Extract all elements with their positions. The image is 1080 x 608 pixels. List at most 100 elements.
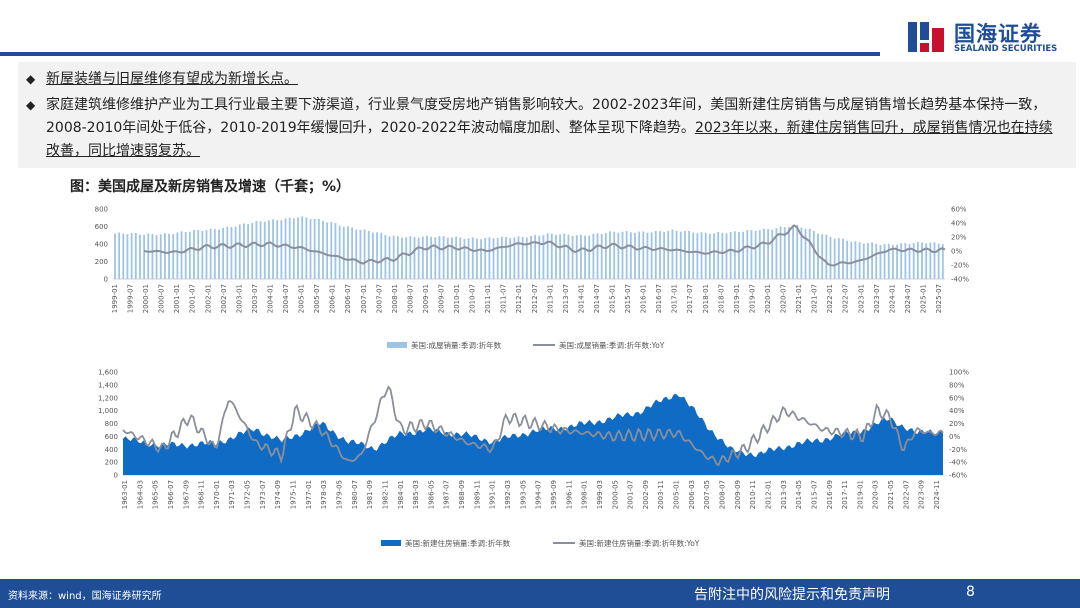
x-tick-label: 2012-07 <box>531 284 539 313</box>
sales-bar <box>222 227 225 279</box>
x-tick-label: 2000-05 <box>611 480 619 509</box>
x-tick-label: 1977-01 <box>305 480 313 509</box>
legend-label-yoy: 美国:成屋销量:季调:折年数:YoY <box>559 340 665 350</box>
y-right-tick-label: 0% <box>949 433 960 441</box>
y-right-tick-label: -60% <box>949 472 967 480</box>
y-left-tick-label: 1,400 <box>98 381 118 389</box>
sales-bar <box>521 237 524 279</box>
sales-bar <box>613 231 616 279</box>
x-tick-label: 2007-01 <box>360 284 368 313</box>
logo-icon <box>908 22 944 52</box>
y-right-tick-label: 40% <box>949 407 965 415</box>
sales-bar <box>596 233 599 279</box>
x-tick-label: 1964-03 <box>136 480 144 509</box>
sales-bar <box>758 230 761 279</box>
sales-bar <box>625 231 628 279</box>
sales-bar <box>247 224 249 279</box>
x-tick-label: 2010-11 <box>749 480 757 509</box>
x-tick-label: 1999-07 <box>127 284 135 313</box>
sales-bar <box>197 229 200 279</box>
x-tick-label: 1985-03 <box>412 480 420 509</box>
sales-bar <box>467 238 470 279</box>
bullet-2-text: 家庭建筑维修维护产业为工具行业最主要下游渠道，行业景气度受房地产销售影响较大。2… <box>26 94 1066 163</box>
x-tick-label: 1966-07 <box>167 480 175 509</box>
sales-bar <box>471 237 474 279</box>
sales-bar <box>384 235 387 279</box>
y-right-tick-label: -40% <box>949 459 967 467</box>
x-tick-label: 2001-07 <box>627 480 635 509</box>
sales-bar <box>164 233 166 279</box>
y-right-tick-label: 60% <box>951 206 967 214</box>
sales-bar <box>317 218 320 279</box>
sales-bar <box>134 233 137 279</box>
sales-bar <box>667 230 670 279</box>
sales-bar <box>829 236 832 279</box>
sales-bar <box>771 229 774 279</box>
x-tick-label: 1999-03 <box>596 480 604 509</box>
sales-bar <box>517 236 520 279</box>
sales-bar <box>588 235 591 279</box>
sales-bar <box>609 231 611 279</box>
y-left-tick-label: 400 <box>105 446 118 454</box>
x-tick-label: 2010-01 <box>453 284 461 313</box>
x-tick-label: 2009-07 <box>437 284 445 313</box>
x-tick-label: 2022-01 <box>826 284 834 313</box>
sales-bar <box>122 233 125 279</box>
sales-bar <box>871 242 873 279</box>
sales-bar <box>180 231 183 279</box>
sales-bar <box>263 221 266 279</box>
sales-bar <box>272 219 274 279</box>
sales-bar <box>213 229 216 279</box>
x-tick-label: 2002-09 <box>642 480 650 509</box>
x-tick-label: 1999-01 <box>111 284 119 313</box>
x-tick-label: 2000-01 <box>142 284 150 313</box>
x-tick-label: 1988-09 <box>458 480 466 509</box>
sales-bar <box>326 222 329 279</box>
footer: 资料来源：wind，国海证券研究所 告附注中的风险提示和免责声明 8 <box>0 579 1080 608</box>
x-tick-label: 2022-07 <box>842 284 850 313</box>
sales-bar <box>505 237 507 279</box>
sales-bar <box>921 242 923 279</box>
x-tick-label: 1996-11 <box>565 480 573 509</box>
sales-bar <box>908 243 911 279</box>
y-right-tick-label: -20% <box>951 262 969 270</box>
sales-bar <box>679 231 682 279</box>
sales-bar <box>484 238 487 279</box>
sales-bar <box>355 229 358 279</box>
sales-bar <box>659 231 661 279</box>
sales-bar <box>846 240 849 279</box>
x-tick-label: 2007-05 <box>703 480 711 509</box>
sales-bar <box>438 236 441 279</box>
x-tick-label: 2008-07 <box>719 480 727 509</box>
x-tick-label: 2017-07 <box>686 284 694 313</box>
x-tick-label: 1989-11 <box>473 480 481 509</box>
x-tick-label: 2009-09 <box>734 480 742 509</box>
sales-bar <box>226 226 229 279</box>
sales-bar <box>243 223 245 279</box>
sales-bar <box>530 235 532 279</box>
sales-bar <box>392 235 395 279</box>
diamond-bullet-icon: ◆ <box>26 72 36 86</box>
sales-bar <box>205 230 208 279</box>
sales-bar <box>733 231 736 279</box>
x-tick-label: 1994-07 <box>535 480 543 509</box>
sales-bar <box>280 220 283 279</box>
sales-bar <box>887 243 890 279</box>
disclaimer-link[interactable]: 告附注中的风险提示和免责声明 <box>694 587 890 603</box>
y-left-tick-label: 200 <box>95 258 108 266</box>
y-left-tick-label: 0 <box>114 472 118 480</box>
sales-bar <box>463 238 466 279</box>
x-tick-label: 1986-05 <box>427 480 435 509</box>
x-tick-label: 2006-07 <box>344 284 352 313</box>
sales-bar <box>592 233 595 279</box>
x-tick-label: 2020-01 <box>764 284 772 313</box>
sales-bar <box>168 233 170 279</box>
summary-box <box>18 62 1076 168</box>
sales-bar <box>172 234 175 279</box>
sales-bar <box>775 228 778 279</box>
x-tick-label: 1972-05 <box>244 480 252 509</box>
sales-bar <box>459 237 462 279</box>
sales-bar <box>334 223 337 279</box>
sales-bar <box>725 233 728 279</box>
y-left-tick-label: 400 <box>95 241 108 249</box>
